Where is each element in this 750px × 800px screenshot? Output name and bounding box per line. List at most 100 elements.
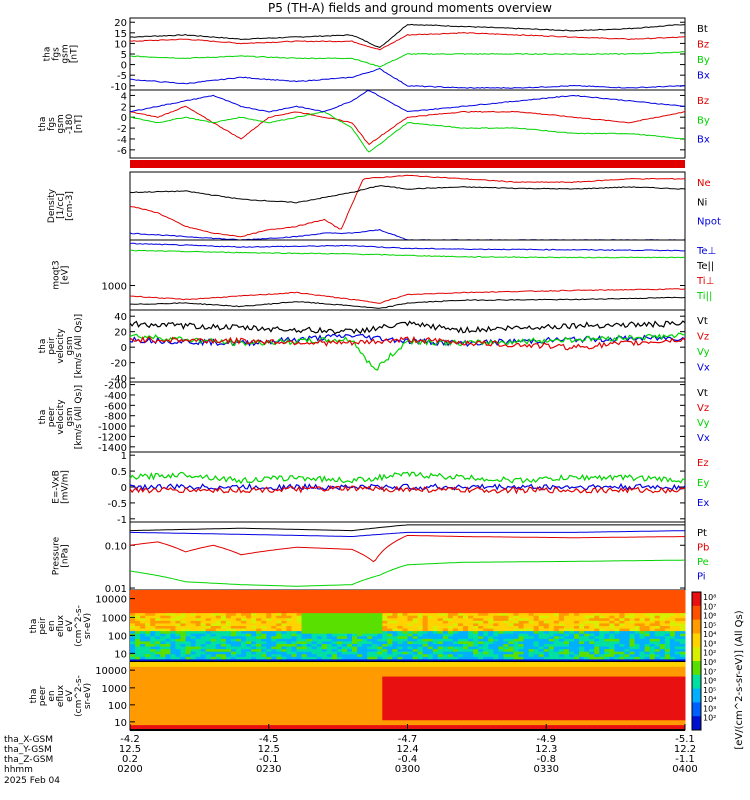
- spec-cell: [195, 600, 202, 604]
- spec-cell: [594, 676, 600, 680]
- spec-cell: [241, 654, 247, 658]
- spec-cell: [463, 626, 469, 630]
- spec-cell: [493, 674, 499, 678]
- spec-cell: [437, 662, 444, 665]
- spec-cell: [599, 688, 605, 692]
- spec-cell: [266, 693, 272, 697]
- spec-cell: [412, 656, 419, 660]
- spec-cell: [276, 600, 282, 604]
- spec-cell: [488, 651, 494, 655]
- spec-cell: [457, 592, 464, 596]
- spec-cell: [331, 641, 338, 645]
- spec-cell: [669, 595, 676, 599]
- spec-cell: [367, 671, 373, 675]
- ytick-label: -200: [104, 381, 127, 392]
- spec-cell: [533, 656, 540, 660]
- spec-cell: [619, 613, 625, 617]
- spec-cell: [165, 662, 171, 665]
- spec-cell: [422, 623, 429, 627]
- spec-cell: [175, 626, 181, 630]
- spec-cell: [508, 605, 514, 609]
- spec-cell: [493, 610, 499, 614]
- spec-cell: [649, 597, 656, 601]
- spec-cell: [321, 641, 328, 645]
- spec-cell: [180, 628, 186, 632]
- spec-cell: [185, 698, 192, 702]
- spec-cell: [518, 628, 525, 632]
- spec-cell: [599, 626, 605, 630]
- spec-cell: [276, 608, 282, 612]
- spec-cell: [624, 676, 630, 680]
- spec-cell: [528, 600, 535, 604]
- spec-cell: [397, 626, 403, 630]
- spec-cell: [271, 620, 277, 624]
- spec-cell: [528, 688, 535, 692]
- spec-cell: [296, 633, 303, 637]
- spec-cell: [604, 686, 610, 690]
- spec-cell: [281, 592, 287, 596]
- spec-cell: [624, 602, 630, 606]
- spec-cell: [200, 600, 207, 604]
- spec-cell: [150, 656, 156, 660]
- spec-cell: [488, 631, 494, 635]
- spec-cell: [523, 656, 530, 660]
- spec-cell: [195, 626, 202, 630]
- spec-cell: [225, 590, 232, 594]
- spec-cell: [341, 654, 348, 658]
- spec-cell: [468, 600, 474, 604]
- spec-cell: [589, 693, 595, 697]
- spec-cell: [594, 615, 600, 619]
- spec-cell: [558, 644, 565, 648]
- spec-cell: [336, 610, 343, 614]
- spec-cell: [230, 623, 237, 627]
- spec-cell: [170, 683, 176, 687]
- spec-cell: [407, 613, 414, 617]
- spec-cell: [382, 626, 388, 630]
- spec-cell: [326, 683, 333, 687]
- spec-cell: [503, 608, 509, 612]
- spec-cell: [447, 620, 454, 624]
- ytick-label: 0.5: [111, 467, 127, 478]
- spec-cell: [402, 620, 408, 624]
- spec-cell: [664, 602, 671, 606]
- spec-cell: [493, 693, 499, 697]
- spectrogram-peir_spec: [130, 590, 686, 663]
- spec-cell: [205, 662, 212, 665]
- spec-cell: [165, 641, 171, 645]
- spec-cell: [200, 592, 207, 596]
- spec-cell: [407, 649, 414, 653]
- spec-cell: [609, 676, 615, 680]
- spec-cell: [614, 651, 620, 655]
- spec-cell: [503, 659, 509, 663]
- spec-cell: [291, 641, 297, 645]
- spec-cell: [296, 662, 303, 665]
- spec-cell: [402, 676, 408, 680]
- spec-cell: [180, 654, 186, 658]
- spec-cell: [241, 691, 247, 695]
- spec-cell: [644, 676, 651, 680]
- spec-cell: [604, 681, 610, 685]
- spec-cell: [165, 664, 171, 668]
- panel-frame: [129, 239, 686, 311]
- spec-cell: [200, 676, 207, 680]
- spec-cell: [432, 693, 439, 697]
- ylabel-line: eV: [65, 619, 75, 632]
- spec-cell: [331, 638, 338, 642]
- spec-cell: [165, 688, 171, 692]
- spec-cell: [331, 602, 338, 606]
- spec-cell: [185, 633, 192, 637]
- spec-cell: [306, 592, 313, 596]
- spec-cell: [200, 618, 207, 622]
- spec-cell: [316, 664, 323, 668]
- spec-cell: [508, 696, 514, 699]
- spec-cell: [473, 666, 479, 670]
- spec-cell: [306, 676, 313, 680]
- spec-cell: [664, 646, 671, 650]
- spec-cell: [271, 615, 277, 619]
- series-Pb: [129, 534, 686, 563]
- spec-cell: [145, 610, 151, 614]
- spec-cell: [266, 669, 272, 673]
- spec-cell: [291, 651, 297, 655]
- spec-cell: [241, 644, 247, 648]
- spec-cell: [452, 595, 459, 599]
